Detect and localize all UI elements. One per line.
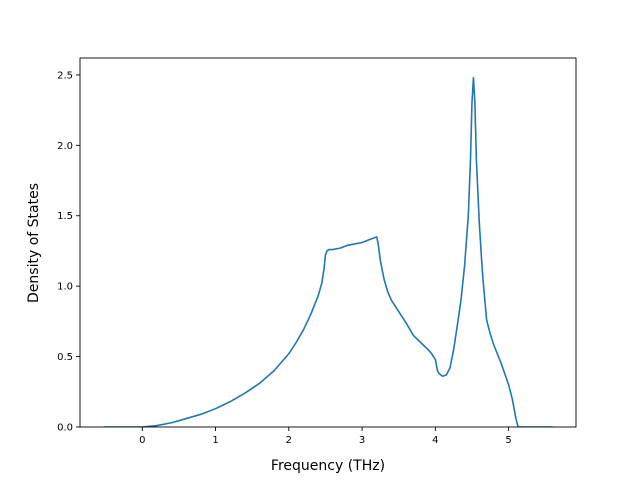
- y-tick-label: 1.0: [57, 282, 73, 293]
- y-tick-label: 2.0: [57, 141, 73, 152]
- axis-ticks: 0 1 2 3 4 5 0.0 0.5 1.0 1.5 2.0 2.5: [57, 70, 512, 446]
- dos-line-0: [104, 76, 553, 427]
- y-tick-label: 0.5: [57, 352, 73, 363]
- y-tick-label: 0.0: [57, 423, 73, 434]
- axes-frame: [79, 57, 577, 428]
- y-tick-label: 2.5: [57, 70, 73, 81]
- x-tick-label: 2: [286, 435, 292, 446]
- x-tick-label: 4: [432, 435, 438, 446]
- x-tick-label: 0: [139, 435, 145, 446]
- x-tick-label: 3: [359, 435, 365, 446]
- x-tick-label: 5: [505, 435, 511, 446]
- plot-area: [79, 57, 577, 428]
- x-tick-label: 1: [212, 435, 218, 446]
- y-axis-label: Density of States: [26, 183, 42, 303]
- y-tick-label: 1.5: [57, 211, 73, 222]
- x-axis-label: Frequency (THz): [271, 458, 385, 474]
